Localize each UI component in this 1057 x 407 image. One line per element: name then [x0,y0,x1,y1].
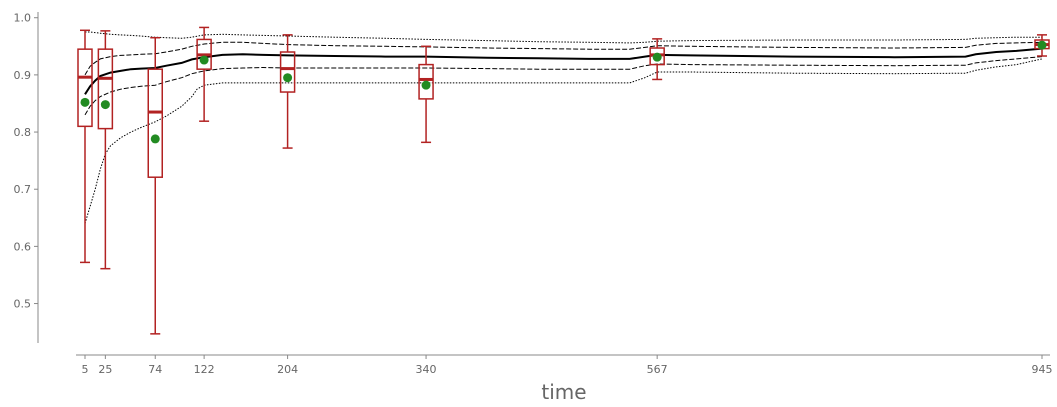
box-body [97,48,114,130]
mean-marker [283,73,293,83]
x-tick-label: 25 [98,363,112,376]
y-tick-label: 0.7 [14,183,32,196]
mean-marker [421,80,431,90]
x-tick-label: 74 [148,363,162,376]
mean-marker [652,52,662,62]
box-body [418,63,434,100]
x-tick-label: 122 [194,363,215,376]
y-tick-label: 1.0 [14,12,32,25]
box-body [279,51,296,93]
box-5 [77,29,93,264]
y-tick-label: 0.6 [14,240,32,253]
x-tick-label: 567 [647,363,668,376]
x-axis: 5 25 74 122 204 340 567 945 [76,354,1053,376]
y-axis: 0.5 0.6 0.7 0.8 0.9 1.0 [14,12,39,343]
y-tick-label: 0.8 [14,126,32,139]
mean-marker [80,97,90,107]
series-line-dashed-2 [84,56,1043,116]
boxes-layer [77,26,1050,335]
mean-marker [1037,40,1047,50]
mean-marker [199,55,209,65]
box-945 [1034,34,1050,57]
series-line-solid-0 [84,47,1043,95]
box-204 [279,34,296,149]
box-25 [97,30,114,270]
box-122 [196,26,212,122]
mean-marker [100,100,110,110]
box-567 [649,38,665,81]
mean-marker [150,134,160,144]
box-body [77,48,93,128]
x-tick-label: 945 [1032,363,1053,376]
x-tick-label: 5 [82,363,89,376]
series-line-dotted-4 [84,58,1043,224]
x-axis-title: time [541,380,586,404]
box-body [147,68,163,178]
series-line-dotted-3 [85,31,1042,44]
curves-layer [84,31,1043,224]
x-tick-label: 204 [277,363,298,376]
x-tick-label: 340 [416,363,437,376]
series-line-dashed-1 [84,41,1043,76]
y-tick-label: 0.5 [14,298,32,311]
y-tick-label: 0.9 [14,69,32,82]
box-340 [418,45,434,144]
box-74 [147,36,163,335]
